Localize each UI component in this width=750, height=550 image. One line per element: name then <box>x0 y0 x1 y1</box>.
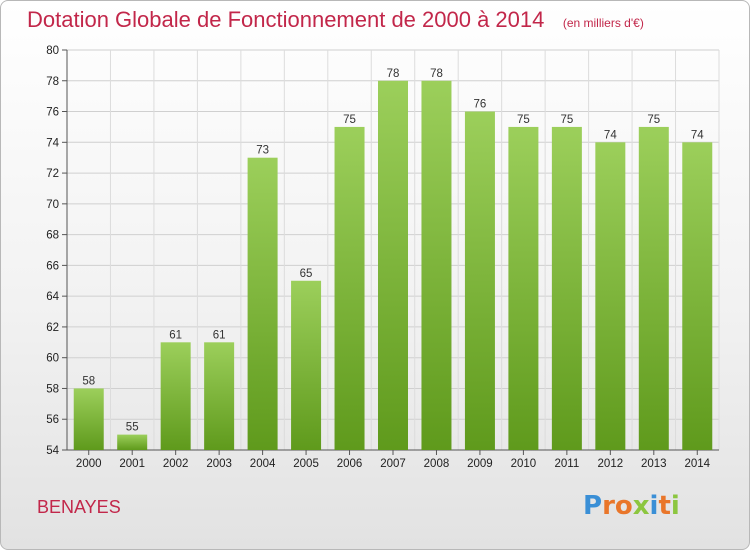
bar-2010 <box>508 126 539 450</box>
data-label-2000: 58 <box>82 375 95 387</box>
y-tick-label: 56 <box>46 414 59 426</box>
x-tick-label-2002: 2002 <box>163 458 189 470</box>
x-tick-label-2008: 2008 <box>424 458 450 470</box>
chart-title: Dotation Globale de Fonctionnement de 20… <box>27 7 545 32</box>
bar-2012 <box>595 142 626 451</box>
data-label-2012: 74 <box>604 129 617 141</box>
bar-2005 <box>291 280 322 450</box>
y-tick-label: 54 <box>46 445 59 457</box>
x-tick-label-2012: 2012 <box>598 458 624 470</box>
data-label-2013: 75 <box>647 114 660 126</box>
logo-letter: i <box>670 491 680 521</box>
x-tick-label-2014: 2014 <box>684 458 710 470</box>
data-label-2008: 78 <box>430 68 443 80</box>
bar-2008 <box>421 80 452 451</box>
proxiti-logo: Proxiti <box>583 491 680 521</box>
bar-2014 <box>682 142 713 451</box>
x-tick-label-2005: 2005 <box>293 458 319 470</box>
y-tick-label: 62 <box>46 322 59 334</box>
bar-2007 <box>378 80 408 451</box>
y-tick-label: 64 <box>46 291 59 303</box>
x-tick-label-2004: 2004 <box>250 458 276 470</box>
y-tick-label: 70 <box>46 199 59 211</box>
logo-letter: r <box>602 491 615 521</box>
data-label-2001: 55 <box>126 422 139 434</box>
bar-2001 <box>117 434 148 450</box>
x-tick-label-2000: 2000 <box>76 458 102 470</box>
data-label-2009: 76 <box>474 99 487 111</box>
data-label-2014: 74 <box>691 129 704 141</box>
y-tick-label: 60 <box>46 353 59 365</box>
x-tick-label-2010: 2010 <box>511 458 537 470</box>
x-tick-label-2013: 2013 <box>641 458 667 470</box>
x-tick-label-2009: 2009 <box>467 458 493 470</box>
x-tick-label-2003: 2003 <box>206 458 232 470</box>
y-tick-label: 80 <box>46 45 59 57</box>
x-tick-label-2011: 2011 <box>554 458 579 470</box>
logo-letter: i <box>649 491 659 521</box>
logo-letter: o <box>614 491 633 521</box>
y-tick-label: 58 <box>46 383 59 395</box>
y-tick-label: 72 <box>46 168 59 180</box>
x-tick-label-2006: 2006 <box>337 458 363 470</box>
bar-2003 <box>204 342 235 450</box>
logo-letter: x <box>632 491 650 521</box>
bar-2011 <box>551 126 582 450</box>
x-tick-label-2001: 2001 <box>119 458 145 470</box>
chart-subtitle: (en milliers d'€) <box>562 16 644 30</box>
axis-layer: 54 56 58 60 62 64 66 68 70 72 74 76 78 80 2000 2001 2002… <box>46 45 719 470</box>
bar-2004 <box>247 157 278 450</box>
y-tick-label: 76 <box>46 107 59 119</box>
bar-2000 <box>73 388 104 450</box>
y-tick-label: 74 <box>46 137 59 149</box>
data-label-2002: 61 <box>169 329 182 341</box>
data-label-2003: 61 <box>213 329 226 341</box>
bar-2009 <box>464 111 495 451</box>
data-label-2006: 75 <box>343 114 356 126</box>
data-label-2004: 73 <box>256 145 269 157</box>
y-tick-label: 78 <box>46 76 59 88</box>
label-layer: 58 55 61 61 73 65 75 78 78 76 75 75 74 75 74 <box>82 68 704 434</box>
bar-2002 <box>160 342 191 450</box>
bar-2006 <box>334 126 365 450</box>
bar-2013 <box>638 126 669 450</box>
x-tick-label-2007: 2007 <box>380 458 406 470</box>
data-label-2005: 65 <box>300 268 313 280</box>
bar-layer <box>73 80 713 451</box>
commune-name: BENAYES <box>37 497 121 517</box>
logo-letter: P <box>583 491 603 521</box>
data-label-2007: 78 <box>387 68 400 80</box>
y-tick-label: 66 <box>46 260 59 272</box>
logo-letter: t <box>658 491 671 521</box>
title-row: Dotation Globale de Fonctionnement de 20… <box>27 7 644 33</box>
data-label-2011: 75 <box>560 114 573 126</box>
data-label-2010: 75 <box>517 114 530 126</box>
y-tick-label: 68 <box>46 230 59 242</box>
